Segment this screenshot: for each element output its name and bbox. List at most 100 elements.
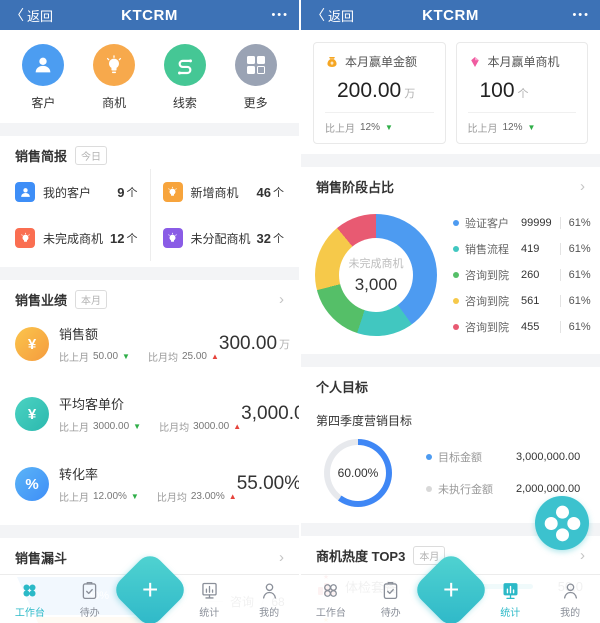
card-comparison: 比上月 12% ▼ bbox=[467, 112, 576, 135]
bulb-icon bbox=[162, 228, 183, 248]
chevron-right-icon[interactable]: › bbox=[279, 291, 284, 308]
more-menu-icon[interactable]: ••• bbox=[572, 9, 590, 21]
down-triangle-icon: ▼ bbox=[527, 122, 536, 132]
briefing-new-opportunities[interactable]: 新增商机 46 个 bbox=[149, 169, 284, 215]
clipboard-icon bbox=[383, 581, 398, 599]
briefing-grid: 我的客户 9 个 新增商机 46 个 未完成商机 12 个 bbox=[15, 169, 284, 261]
metric-comparison: 比上月 3000.00 ▼ 比月均 3000.00 ▲ bbox=[59, 421, 242, 434]
floating-action-button[interactable] bbox=[535, 496, 589, 550]
tab-workbench[interactable]: 工作台 bbox=[0, 575, 60, 623]
clover-icon bbox=[23, 583, 36, 597]
back-label: 返回 bbox=[27, 8, 54, 24]
tab-me[interactable]: 我的 bbox=[239, 575, 299, 623]
item-value: 9 bbox=[117, 184, 125, 200]
period-badge: 本月 bbox=[413, 546, 446, 565]
briefing-unfinished-opportunities[interactable]: 未完成商机 12 个 bbox=[15, 215, 150, 261]
metric-name: 销售额 bbox=[59, 327, 99, 342]
down-triangle-icon: ▼ bbox=[385, 122, 393, 132]
tab-todo[interactable]: 待办 bbox=[361, 575, 421, 623]
page-title: KTCRM bbox=[121, 6, 178, 24]
briefing-unassigned-opportunities[interactable]: 未分配商机 32 个 bbox=[149, 215, 284, 261]
card-value: 100 bbox=[479, 79, 515, 102]
back-button[interactable]: 〈 返回 bbox=[10, 6, 53, 25]
tab-stats[interactable]: 统计 bbox=[179, 575, 239, 623]
down-triangle-icon: ▼ bbox=[122, 351, 130, 361]
progress-ring: 60.00% bbox=[324, 439, 392, 507]
tab-workbench[interactable]: 工作台 bbox=[301, 575, 361, 623]
quick-more[interactable]: 更多 bbox=[234, 44, 277, 111]
back-chevron-icon: 〈 bbox=[311, 7, 325, 23]
quick-customers[interactable]: 客户 bbox=[22, 44, 65, 111]
customer-person-icon bbox=[22, 44, 65, 86]
legend-dot bbox=[453, 246, 459, 252]
section-title: 销售业绩 bbox=[15, 293, 68, 308]
section-title: 销售阶段占比 bbox=[316, 180, 395, 195]
route-icon bbox=[163, 44, 206, 86]
goal-legend: 目标金额 3,000,000.00 未执行金额 2,000,000.00 bbox=[426, 441, 585, 505]
donut-center-value: 3,000 bbox=[354, 275, 398, 294]
card-unit: 万 bbox=[404, 88, 416, 100]
section-title: 个人目标 bbox=[316, 380, 369, 395]
back-button[interactable]: 〈 返回 bbox=[311, 6, 354, 25]
back-chevron-icon: 〈 bbox=[10, 7, 24, 23]
metric-comparison: 比上月 12.00% ▼ 比月均 23.00% ▲ bbox=[59, 491, 237, 504]
legend-row: 未执行金额 2,000,000.00 bbox=[426, 473, 585, 505]
screen-workbench: 〈 返回 KTCRM ••• 客户 商机 bbox=[0, 0, 299, 623]
metric-name: 转化率 bbox=[59, 467, 99, 482]
briefing-my-customers[interactable]: 我的客户 9 个 bbox=[15, 169, 150, 215]
up-triangle-icon: ▲ bbox=[210, 351, 219, 361]
bar-chart-icon bbox=[503, 582, 518, 599]
perf-row-conversion[interactable]: % 转化率 比上月 12.00% ▼ 比月均 23.00% ▲ 55.00% bbox=[15, 449, 299, 519]
legend-row: 咨询到院 561 61% bbox=[453, 288, 597, 314]
legend-dot bbox=[453, 272, 459, 278]
donut-ring: 未完成商机 3,000 bbox=[315, 214, 437, 336]
item-label: 新增商机 bbox=[190, 185, 239, 200]
perf-row-sales-amount[interactable]: ¥ 销售额 比上月 50.00 ▼ 比月均 25.00 ▲ 300.00 万 bbox=[15, 309, 290, 379]
summary-cards: 本月赢单金额 200.00 万 比上月 12% ▼ 本月赢单商机 100 个 比上月… bbox=[301, 30, 600, 154]
card-won-amount[interactable]: 本月赢单金额 200.00 万 比上月 12% ▼ bbox=[313, 42, 446, 144]
section-divider bbox=[0, 123, 299, 136]
metric-value: 55.00% bbox=[236, 473, 299, 494]
bulb-icon bbox=[93, 44, 136, 86]
stage-donut-chart: 未完成商机 3,000 验证客户 99999 61% 销售流程 419 bbox=[301, 202, 600, 354]
tab-stats[interactable]: 统计 bbox=[480, 575, 540, 623]
item-label: 我的客户 bbox=[43, 185, 92, 200]
gem-icon bbox=[470, 56, 479, 67]
chevron-right-icon[interactable]: › bbox=[580, 178, 585, 195]
quick-opportunities[interactable]: 商机 bbox=[93, 44, 136, 111]
sales-briefing-section: 销售简报 今日 我的客户 9 个 新增商机 46 个 未完成 bbox=[0, 136, 299, 267]
card-won-opportunities[interactable]: 本月赢单商机 100 个 比上月 12% ▼ bbox=[455, 42, 588, 144]
chevron-right-icon[interactable]: › bbox=[279, 549, 284, 566]
tab-me[interactable]: 我的 bbox=[540, 575, 600, 623]
clover-icon bbox=[324, 583, 338, 597]
metric-comparison: 比上月 50.00 ▼ 比月均 25.00 ▲ bbox=[59, 351, 219, 364]
quick-leads[interactable]: 线索 bbox=[163, 44, 206, 111]
donut-center-label: 未完成商机 bbox=[348, 258, 404, 270]
progress-value: 60.00% bbox=[337, 466, 379, 480]
card-title: 本月赢单商机 bbox=[487, 55, 560, 69]
chevron-right-icon[interactable]: › bbox=[580, 547, 585, 564]
legend-row: 咨询到院 455 61% bbox=[453, 314, 597, 340]
item-label: 未分配商机 bbox=[190, 231, 251, 246]
item-unit: 个 bbox=[273, 233, 284, 245]
section-title: 销售漏斗 bbox=[15, 551, 68, 566]
section-divider bbox=[301, 154, 600, 167]
quick-label: 商机 bbox=[102, 96, 127, 110]
person-outline-icon bbox=[262, 582, 276, 599]
up-triangle-icon: ▲ bbox=[233, 421, 242, 431]
bar-chart-icon bbox=[202, 582, 217, 599]
tab-todo[interactable]: 待办 bbox=[60, 575, 120, 623]
grid-icon bbox=[234, 44, 277, 86]
quick-label: 客户 bbox=[31, 96, 56, 110]
item-value: 12 bbox=[110, 230, 125, 246]
metric-name: 平均客单价 bbox=[59, 397, 125, 412]
period-badge: 本月 bbox=[75, 290, 108, 309]
metric-value: 3,000.00 bbox=[241, 403, 299, 424]
more-menu-icon[interactable]: ••• bbox=[271, 9, 289, 21]
yuan-icon: ¥ bbox=[15, 397, 49, 431]
money-bag-icon bbox=[327, 56, 337, 67]
quick-actions: 客户 商机 线索 更多 bbox=[0, 30, 299, 123]
period-badge: 今日 bbox=[75, 146, 108, 165]
